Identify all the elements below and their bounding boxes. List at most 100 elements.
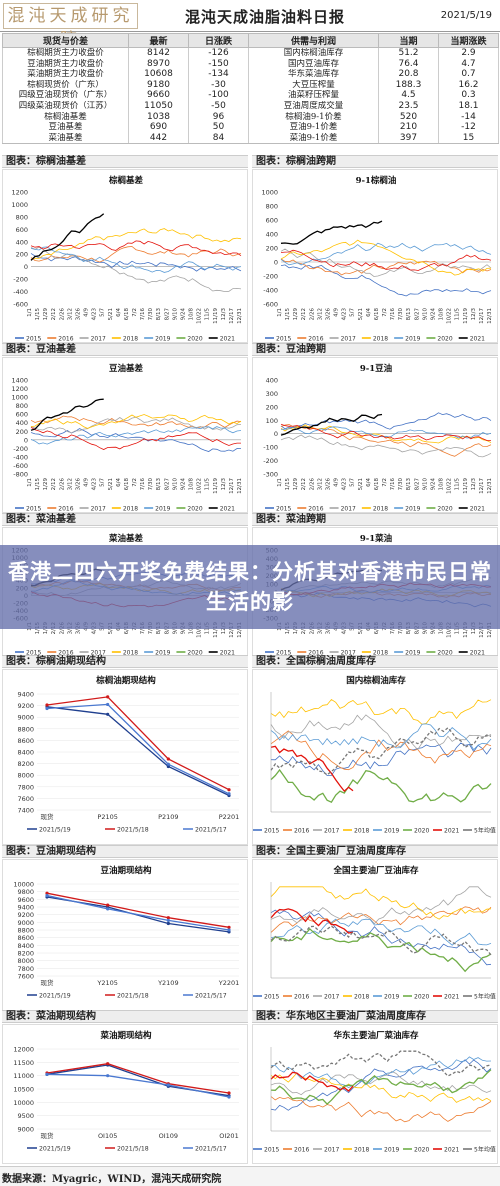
- legend-label: 2016: [58, 506, 73, 513]
- legend-label: 2021/5/17: [195, 1146, 227, 1153]
- x-tick-label: 7/16: [390, 308, 396, 321]
- series-line-2015: [270, 1059, 492, 1111]
- supply-label: 豆油周度成交量: [248, 100, 379, 112]
- chart-legend: 2021/5/19 2021/5/18 2021/5/17: [27, 1146, 227, 1153]
- x-tick-label: 现货: [41, 1131, 55, 1140]
- x-tick-label: 12/31: [487, 622, 493, 638]
- x-tick-label: 4/9: [84, 308, 90, 317]
- section-title: 图表：菜油期现结构: [2, 1010, 248, 1023]
- current-change: 0.3: [438, 90, 499, 101]
- y-tick-label: 9600: [17, 896, 34, 904]
- legend-label: 2021: [444, 828, 459, 835]
- chart-legend: 2015 2016 2017 2018 2019 2020 2021 5年均值: [253, 827, 496, 835]
- data-point: [106, 1062, 110, 1066]
- table-row: 菜油基差 442 84 菜油9-1价差 397 15: [2, 132, 499, 145]
- table-row: 菜油期货主力收盘价 10608 -134 华东菜油库存 20.8 0.7: [2, 69, 499, 80]
- headline-banner[interactable]: 香港二四六开奖免费结果：分析其对香港市民日常生活的影: [0, 545, 500, 629]
- x-tick-label: 4/23: [92, 478, 98, 491]
- x-tick-label: 4/9: [84, 478, 90, 487]
- table-row: 棕榈期货主力收盘价 8142 -126 国内棕榈油库存 51.2 2.9: [2, 47, 499, 59]
- x-tick-label: 6/18: [374, 308, 380, 321]
- supply-label: 棕榈油9-1价差: [248, 111, 379, 123]
- y-tick-label: 300: [266, 390, 278, 398]
- y-axis: 7400 7600 7800 8000 8200 8400 8600 8800 9000 9200…: [17, 691, 34, 815]
- x-tick-label: 5/7: [350, 308, 356, 317]
- col-header-supply-demand: 供需与利润: [248, 33, 379, 48]
- series-line-2017: [280, 434, 492, 458]
- series-line-2018: [270, 698, 492, 725]
- current-value: 188.3: [378, 79, 439, 91]
- data-point: [106, 907, 110, 911]
- y-tick-label: 9000: [17, 919, 34, 927]
- chart-svg: 豆油期现结构 7600780080008200840086008800900092…: [13, 865, 239, 1000]
- y-tick-label: 9800: [17, 888, 34, 896]
- y-tick-label: 400: [266, 377, 278, 385]
- spot-label: 棕榈期货主力收盘价: [2, 47, 129, 59]
- legend-label: 2019: [384, 1147, 399, 1154]
- x-tick-label: 7/16: [140, 478, 146, 491]
- series-line-5年均值: [270, 726, 492, 776]
- chart-panel: 华东主要油厂菜油库存 2015 2016 2017 2018 2019 2020 2021 5年…: [252, 1024, 498, 1164]
- daily-change: -126: [188, 47, 249, 59]
- y-tick-label: 8400: [17, 749, 34, 757]
- section-title: 图表：棕榈油期现结构: [2, 655, 248, 668]
- x-tick-label: 1/1: [277, 308, 283, 317]
- current-value: 520: [378, 111, 439, 123]
- legend-label: 2021: [444, 1147, 459, 1154]
- y-axis: 7600780080008200840086008800900092009400…: [13, 881, 34, 981]
- chart-panel: 9-1豆油 -300 -200 -100 0 100 200 300 400 1/1 1/15 1/2…: [252, 357, 498, 513]
- current-value: 210: [378, 122, 439, 133]
- x-tick-label: 5/21: [108, 308, 114, 320]
- table-row: 棕榈油基差 1038 96 棕榈油9-1价差 520 -14: [2, 111, 499, 123]
- legend-label: 2017: [324, 994, 339, 1001]
- current-change: -14: [438, 111, 499, 123]
- y-tick-label: 7800: [17, 783, 34, 791]
- x-tick-label: 10/8: [189, 308, 195, 321]
- spot-label: 四级豆油现货价（广东）: [2, 90, 129, 101]
- x-tick-label: 8/27: [414, 478, 420, 491]
- chart-panel: 豆油期现结构 7600 7800 8000 8200 8400 8600 8800 9000 92…: [2, 859, 248, 1011]
- x-tick-label: 10/22: [197, 478, 203, 494]
- legend-label: 2015: [26, 650, 41, 657]
- data-point: [227, 792, 231, 796]
- x-tick-label: OI201: [219, 1132, 238, 1140]
- series-line-2021: [270, 1071, 354, 1092]
- legend-label: 2020: [187, 650, 202, 657]
- chart-title: 菜油基差: [108, 533, 144, 544]
- series-line-2015: [30, 428, 242, 452]
- x-tick-label: 9/10: [422, 308, 428, 321]
- x-tick-label: 6/4: [366, 308, 372, 317]
- chart-title: 棕榈油期现结构: [95, 675, 156, 686]
- chart-title: 国内棕榈油库存: [346, 675, 406, 686]
- x-tick-label: P2105: [97, 813, 117, 821]
- data-point: [166, 1083, 170, 1087]
- legend-label: 2020: [414, 994, 429, 1001]
- data-point: [227, 925, 231, 929]
- series-line-2017: [270, 1070, 492, 1096]
- legend-label: 2015: [264, 1147, 279, 1154]
- series-line: [46, 1063, 230, 1094]
- data-point: [45, 1072, 49, 1076]
- x-tick-label: 5/7: [350, 478, 356, 487]
- supply-label: 国内棕榈油库存: [248, 47, 379, 59]
- legend-label: 2020: [437, 506, 452, 513]
- x-tick-label: 10/8: [439, 308, 445, 321]
- report-header: 混沌天成研究院 混沌天成油脂油料日报 2021/5/19: [0, 0, 500, 50]
- y-tick-label: 10000: [13, 881, 34, 889]
- table-row: 棕榈现货价（广东） 9180 -30 大豆压榨量 188.3 16.2: [2, 79, 499, 91]
- daily-change: -100: [188, 90, 249, 101]
- x-tick-label: 9/10: [172, 308, 178, 321]
- legend-label: 2021: [470, 506, 485, 513]
- x-tick-label: 5/21: [108, 478, 114, 490]
- legend-label: 2015: [276, 650, 291, 657]
- legend-label: 2020: [187, 506, 202, 513]
- x-tick-label: 6/4: [366, 478, 372, 487]
- section-title: 图表：华东地区主要油厂菜油周度库存: [252, 1010, 498, 1023]
- data-point: [45, 893, 49, 898]
- series-line-2017: [270, 886, 492, 925]
- y-tick-label: -200: [13, 276, 28, 284]
- legend-label: 2021: [470, 650, 485, 657]
- y-tick-label: 9400: [17, 904, 34, 912]
